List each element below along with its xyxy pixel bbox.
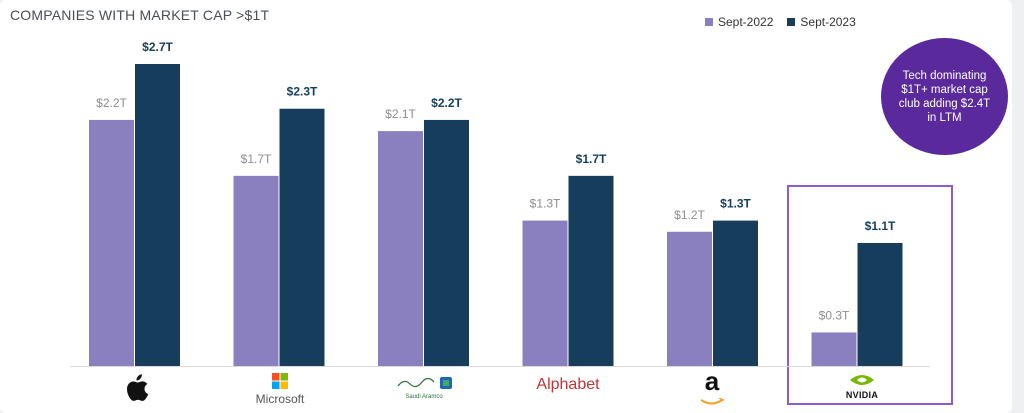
amazon-logo: a — [697, 366, 727, 411]
alphabet-logo: Alphabet — [536, 376, 600, 393]
bar-saudi-aramco-sept-2023 — [424, 119, 469, 366]
chart-title: COMPANIES WITH MARKET CAP >$1T — [10, 7, 270, 23]
amazon-smile-arrow-icon — [700, 397, 725, 405]
bar-nvidia-sept-2022 — [811, 332, 857, 366]
bar-apple-sept-2023 — [135, 64, 180, 366]
data-label-microsoft-sept-2023: $2.3T — [287, 85, 318, 99]
data-label-saudi-aramco-sept-2022: $2.1T — [385, 107, 416, 121]
microsoft-logo: Microsoft — [255, 373, 305, 406]
nvidia-eye-icon — [850, 375, 874, 385]
callout-bubble: Tech dominating $1T+ market cap club add… — [881, 38, 1008, 155]
bar-nvidia-sept-2023 — [857, 242, 903, 366]
bar-saudi-aramco-sept-2022 — [378, 131, 423, 366]
data-label-alphabet-sept-2023: $1.7T — [576, 152, 607, 166]
data-label-alphabet-sept-2022: $1.3T — [530, 197, 561, 211]
aramco-logo: Saudi Aramco — [392, 375, 456, 400]
bar-microsoft-sept-2022 — [233, 175, 279, 366]
amazon-a-letter: a — [704, 366, 720, 396]
data-label-apple-sept-2023: $2.7T — [142, 40, 173, 54]
bar-amazon-sept-2022 — [667, 231, 712, 366]
bar-microsoft-sept-2023 — [279, 108, 325, 367]
nvidia-highlight-box — [787, 185, 953, 405]
data-label-amazon-sept-2022: $1.2T — [674, 208, 705, 222]
data-label-nvidia-sept-2023: $1.1T — [865, 219, 896, 233]
bar-alphabet-sept-2023 — [568, 175, 614, 366]
bar-alphabet-sept-2022 — [522, 220, 568, 366]
bar-amazon-sept-2023 — [713, 220, 758, 366]
legend-label-sept-2022: Sept-2022 — [718, 15, 774, 29]
data-label-amazon-sept-2023: $1.3T — [720, 197, 751, 211]
microsoft-wordmark: Microsoft — [255, 392, 305, 406]
data-label-saudi-aramco-sept-2023: $2.2T — [431, 96, 462, 110]
aramco-emblem-icon — [397, 377, 452, 389]
microsoft-windows-icon — [272, 373, 288, 389]
nvidia-logo: NVIDIA — [835, 372, 889, 400]
data-label-apple-sept-2022: $2.2T — [96, 96, 127, 110]
nvidia-wordmark: NVIDIA — [845, 390, 879, 400]
data-label-microsoft-sept-2022: $1.7T — [241, 152, 272, 166]
legend-item-sept-2022: Sept-2022 — [705, 15, 773, 29]
bar-apple-sept-2022 — [89, 119, 134, 366]
legend-swatch-sept-2022 — [705, 18, 713, 26]
legend-label-sept-2023: Sept-2023 — [800, 15, 856, 29]
legend-swatch-sept-2023 — [787, 18, 796, 26]
chart-legend: Sept-2022 Sept-2023 — [705, 15, 870, 29]
aramco-wordmark: Saudi Aramco — [405, 394, 443, 400]
data-label-nvidia-sept-2022: $0.3T — [819, 308, 850, 322]
apple-logo-icon — [127, 374, 148, 401]
callout-text: Tech dominating $1T+ market cap club add… — [898, 69, 991, 124]
legend-item-sept-2023: Sept-2023 — [787, 15, 856, 29]
